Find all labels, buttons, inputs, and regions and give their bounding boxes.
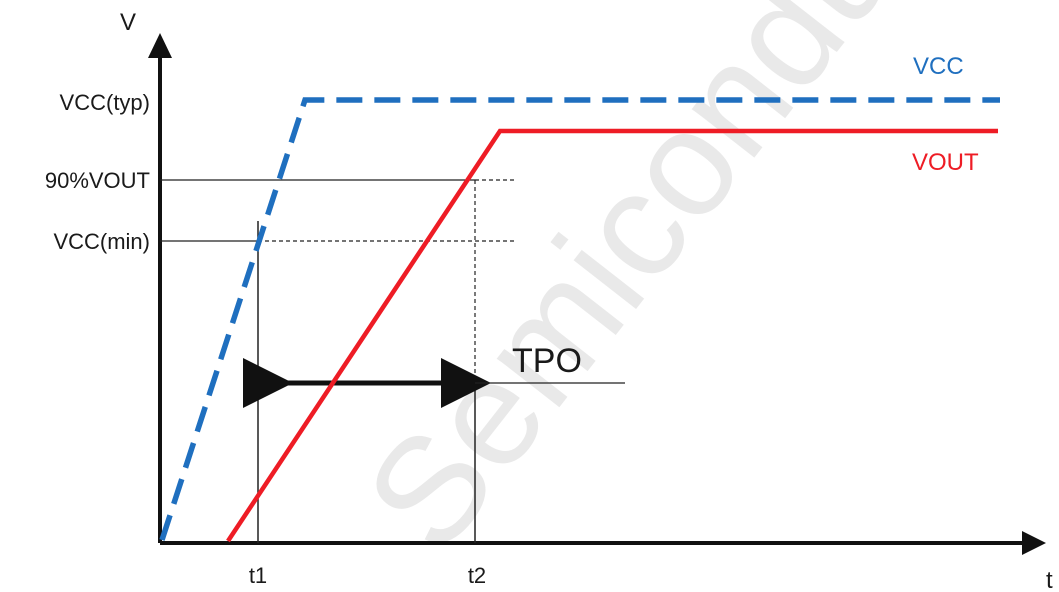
y-axis-label: V xyxy=(120,9,136,36)
t2-label: t2 xyxy=(468,563,486,588)
t1-label: t1 xyxy=(249,563,267,588)
y-axis-arrowhead xyxy=(148,33,172,58)
vout-series-label: VOUT xyxy=(912,149,979,176)
x-axis-label: t xyxy=(1046,567,1053,592)
watermark-text: Semiconduct xyxy=(333,0,999,580)
x-axis-arrowhead xyxy=(1022,531,1046,555)
vout-curve xyxy=(226,128,998,543)
tpo-label: TPO xyxy=(512,342,582,380)
level-label-vcc-typ: VCC(typ) xyxy=(60,90,150,115)
vcc-curve xyxy=(159,97,1000,541)
level-label-vout-90: 90%VOUT xyxy=(45,168,150,193)
level-label-vcc-min: VCC(min) xyxy=(53,229,150,254)
vcc-series-label: VCC xyxy=(913,53,964,80)
